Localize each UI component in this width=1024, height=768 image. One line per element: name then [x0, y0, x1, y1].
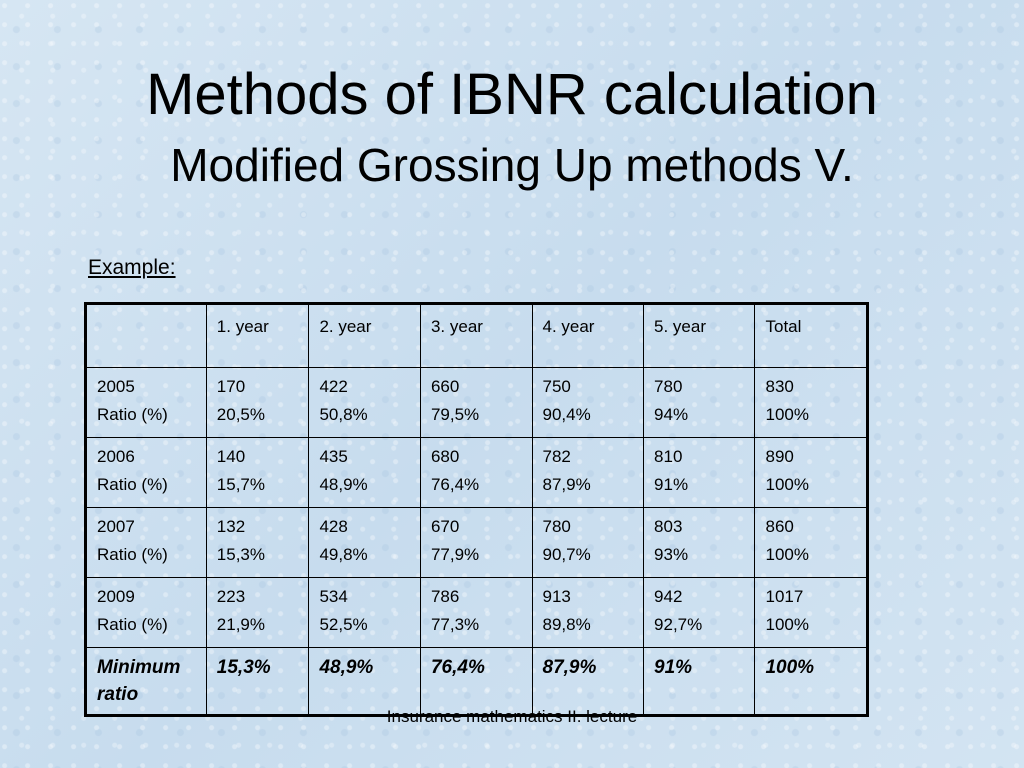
minimum-ratio-cell: 15,3%	[205, 647, 310, 716]
table-header-row: 1. year 2. year 3. year 4. year 5. year …	[85, 303, 868, 368]
table-cell: 750 90,4%	[531, 367, 645, 438]
table-cell: 140 15,7%	[205, 437, 310, 508]
header-cell: 1. year	[205, 303, 310, 368]
header-cell: 3. year	[419, 303, 533, 368]
table-cell: 803 93%	[643, 507, 756, 578]
table-cell: 890 100%	[754, 437, 868, 508]
table-cell: 422 50,8%	[308, 367, 421, 438]
table-row: 2005 Ratio (%) 170 20,5% 422 50,8% 660 79,5%…	[85, 367, 868, 438]
page-title: Methods of IBNR calculation	[146, 62, 878, 127]
table-cell: 534 52,5%	[308, 577, 421, 648]
header-cell: 4. year	[531, 303, 645, 368]
header-cell: Total	[754, 303, 868, 368]
header-cell: 2. year	[308, 303, 421, 368]
footer-text: Insurance mathematics II. lecture	[386, 707, 638, 726]
table-cell: 223 21,9%	[205, 577, 310, 648]
table-cell: 132 15,3%	[205, 507, 310, 578]
table-cell: 860 100%	[754, 507, 868, 578]
row-label: 2009 Ratio (%)	[85, 577, 207, 648]
table-cell: 428 49,8%	[308, 507, 421, 578]
table-cell: 1017 100%	[754, 577, 868, 648]
table-cell: 170 20,5%	[205, 367, 310, 438]
table-row: 2009 Ratio (%) 223 21,9% 534 52,5% 786 77,3%…	[85, 577, 868, 648]
minimum-ratio-label: Minimum ratio	[85, 647, 207, 716]
table-row: 2006 Ratio (%) 140 15,7% 435 48,9% 680 76,4%…	[85, 437, 868, 508]
row-label: 2007 Ratio (%)	[85, 507, 207, 578]
minimum-ratio-cell: 48,9%	[308, 647, 421, 716]
table-row: 2007 Ratio (%) 132 15,3% 428 49,8% 670 77,9%…	[85, 507, 868, 578]
header-cell: 5. year	[643, 303, 756, 368]
minimum-ratio-cell: 76,4%	[419, 647, 533, 716]
table-cell: 830 100%	[754, 367, 868, 438]
minimum-ratio-cell: 91%	[643, 647, 756, 716]
minimum-ratio-cell: 100%	[754, 647, 868, 716]
table-cell: 670 77,9%	[419, 507, 533, 578]
table-cell: 780 94%	[643, 367, 756, 438]
ibnr-table: 1. year 2. year 3. year 4. year 5. year …	[84, 302, 869, 717]
table-cell: 660 79,5%	[419, 367, 533, 438]
table-cell: 913 89,8%	[531, 577, 645, 648]
row-label: 2006 Ratio (%)	[85, 437, 207, 508]
minimum-ratio-row: Minimum ratio 15,3% 48,9% 76,4% 87,9% 91…	[85, 647, 868, 716]
table-cell: 942 92,7%	[643, 577, 756, 648]
minimum-ratio-cell: 87,9%	[531, 647, 645, 716]
table-cell: 435 48,9%	[308, 437, 421, 508]
table-cell: 780 90,7%	[531, 507, 645, 578]
table-cell: 786 77,3%	[419, 577, 533, 648]
header-cell	[85, 303, 207, 368]
table-cell: 810 91%	[643, 437, 756, 508]
table-cell: 680 76,4%	[419, 437, 533, 508]
row-label: 2005 Ratio (%)	[85, 367, 207, 438]
example-label: Example:	[88, 256, 176, 279]
page-subtitle: Modified Grossing Up methods V.	[170, 139, 854, 191]
table-cell: 782 87,9%	[531, 437, 645, 508]
